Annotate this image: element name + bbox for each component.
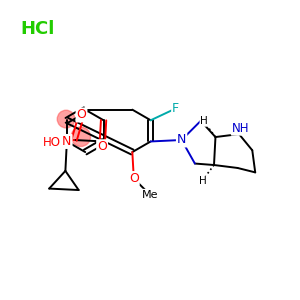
Text: H: H [199, 176, 207, 186]
Text: H: H [200, 116, 208, 126]
Text: O: O [97, 140, 107, 153]
Text: Me: Me [142, 190, 158, 200]
Text: NH: NH [232, 122, 249, 135]
Text: O: O [129, 172, 139, 185]
Circle shape [57, 110, 75, 128]
Text: HCl: HCl [20, 20, 55, 38]
Text: N: N [62, 135, 71, 148]
Text: HO: HO [43, 136, 61, 149]
Circle shape [71, 127, 91, 146]
Text: F: F [172, 102, 179, 115]
Text: N: N [177, 134, 186, 146]
Text: O: O [76, 109, 86, 122]
